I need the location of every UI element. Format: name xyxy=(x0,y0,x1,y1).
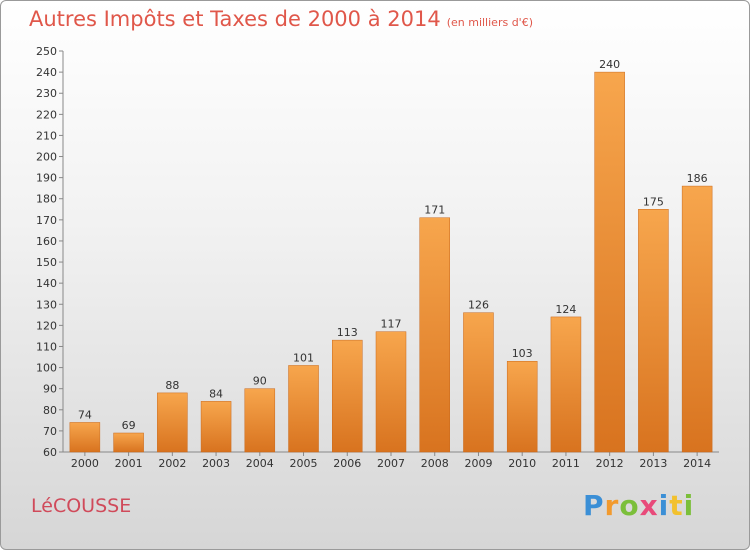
x-tick-label-2007: 2007 xyxy=(377,457,405,470)
x-tick-label-2003: 2003 xyxy=(202,457,230,470)
y-tick-label: 240 xyxy=(36,66,57,79)
x-tick-label-2011: 2011 xyxy=(552,457,580,470)
logo-letter: i xyxy=(683,489,695,522)
x-tick-label-2000: 2000 xyxy=(71,457,99,470)
data-labels: 74 69 88 84 90 101 113 117 171 126 103 124 240 175 186 xyxy=(78,58,708,432)
data-label-2008: 171 xyxy=(424,204,445,217)
y-tick-label: 90 xyxy=(43,383,57,396)
bar-2007 xyxy=(375,331,407,453)
data-label-2009: 126 xyxy=(468,299,489,312)
chart-title: Autres Impôts et Taxes de 2000 à 2014 (en… xyxy=(29,7,533,31)
y-tick-label: 110 xyxy=(36,340,57,353)
bar-2008 xyxy=(419,217,450,453)
data-label-2006: 113 xyxy=(337,326,358,339)
y-tick-label: 60 xyxy=(43,446,57,459)
x-tick-label-2006: 2006 xyxy=(333,457,361,470)
data-label-2005: 101 xyxy=(293,351,314,364)
y-tick-label: 170 xyxy=(36,214,57,227)
bars xyxy=(69,71,713,453)
y-tick-label: 120 xyxy=(36,319,57,332)
x-tick-label-2009: 2009 xyxy=(464,457,492,470)
bar-2006 xyxy=(332,339,363,453)
x-tick-label-2005: 2005 xyxy=(290,457,318,470)
data-label-2003: 84 xyxy=(209,387,223,400)
data-label-2002: 88 xyxy=(165,379,179,392)
x-tick-label-2008: 2008 xyxy=(421,457,449,470)
y-tick-label: 140 xyxy=(36,277,57,290)
bar-2002 xyxy=(157,392,188,453)
x-tick-label-2002: 2002 xyxy=(158,457,186,470)
y-tick-label: 150 xyxy=(36,256,57,269)
data-label-2001: 69 xyxy=(122,419,136,432)
bar-2012 xyxy=(594,71,625,453)
logo-letter: r xyxy=(604,489,620,522)
y-tick-label: 100 xyxy=(36,362,57,375)
data-label-2000: 74 xyxy=(78,408,92,421)
proxiti-logo: Proxiti xyxy=(583,489,694,522)
y-tick-label: 160 xyxy=(36,235,57,248)
data-label-2011: 124 xyxy=(555,303,576,316)
bar-2014 xyxy=(681,185,713,453)
y-tick-label: 180 xyxy=(36,193,57,206)
x-tick-label-2010: 2010 xyxy=(508,457,536,470)
y-tick-label: 70 xyxy=(43,425,57,438)
data-label-2014: 186 xyxy=(687,172,708,185)
bar-2013 xyxy=(638,209,669,453)
chart-subtitle: (en milliers d'€) xyxy=(446,16,533,29)
y-tick-label: 130 xyxy=(36,298,57,311)
y-tick-label: 200 xyxy=(36,151,57,164)
x-tick-label-2014: 2014 xyxy=(683,457,711,470)
y-tick-label: 230 xyxy=(36,87,57,100)
data-label-2007: 117 xyxy=(381,318,402,331)
logo-letter: x xyxy=(639,489,659,522)
bar-2005 xyxy=(288,365,319,453)
bar-2010 xyxy=(506,360,538,453)
data-label-2010: 103 xyxy=(512,347,533,360)
x-tick-label-2004: 2004 xyxy=(246,457,274,470)
x-tick-label-2012: 2012 xyxy=(596,457,624,470)
data-label-2013: 175 xyxy=(643,195,664,208)
logo-letter: o xyxy=(619,489,640,522)
data-label-2012: 240 xyxy=(599,58,620,71)
bar-2001 xyxy=(113,432,144,453)
logo-letter: i xyxy=(658,489,670,522)
bar-2003 xyxy=(200,401,232,453)
chart-title-text: Autres Impôts et Taxes de 2000 à 2014 xyxy=(29,7,441,31)
bar-2004 xyxy=(244,388,276,453)
bar-2000 xyxy=(69,422,101,453)
y-tick-label: 80 xyxy=(43,404,57,417)
logo-letter: P xyxy=(583,489,605,522)
y-tick-label: 190 xyxy=(36,172,57,185)
x-tick-label-2013: 2013 xyxy=(639,457,667,470)
axes: 60 70 80 90 100 110 120 130 140 150 160 170 180 190 20… xyxy=(36,45,719,470)
bar-2011 xyxy=(550,316,582,453)
logo-letter: t xyxy=(669,489,684,522)
y-tick-label: 220 xyxy=(36,108,57,121)
x-tick-label-2001: 2001 xyxy=(115,457,143,470)
commune-name: LéCOUSSE xyxy=(31,495,132,517)
y-tick-label: 250 xyxy=(36,45,57,58)
bar-2009 xyxy=(463,312,494,453)
data-label-2004: 90 xyxy=(253,375,267,388)
y-tick-label: 210 xyxy=(36,129,57,142)
